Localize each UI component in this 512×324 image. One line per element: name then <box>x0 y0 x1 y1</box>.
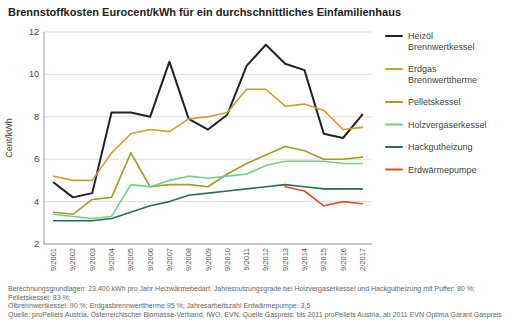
x-tick-label: 9/2008 <box>184 248 193 271</box>
x-tick-label: 2/2017 <box>358 248 367 271</box>
legend-label-line: Pelletskessel <box>408 97 461 107</box>
title: Brennstoffkosten Eurocent/kWh für ein du… <box>8 6 401 18</box>
legend-label: Pelletskessel <box>408 97 461 107</box>
x-tick-label: 9/2011 <box>242 248 251 270</box>
legend-label-line: Brennwerttherme <box>408 75 477 85</box>
x-tick-label: 9/2013 <box>281 248 290 271</box>
y-tick-label: 10 <box>29 69 39 79</box>
x-tick-label: 9/2004 <box>107 248 116 271</box>
footnote-line: Berechnungsgrundlagen: 23.400 kWh pro Ja… <box>8 285 475 293</box>
legend-label-line: Holzvergaserkessel <box>408 120 487 130</box>
series-line <box>54 161 363 218</box>
series-line <box>54 146 363 214</box>
y-axis-label: Cent/kWh <box>4 118 14 158</box>
legend-label-line: Erdgas <box>408 64 437 74</box>
legend-swatch <box>386 124 402 126</box>
legend-swatch <box>386 101 402 103</box>
x-tick-label: 9/2009 <box>204 248 213 271</box>
y-axis <box>44 32 45 244</box>
x-axis <box>44 244 372 245</box>
series-line <box>54 45 363 198</box>
x-tick-label: 9/2016 <box>339 248 348 271</box>
x-tick-label: 9/2001 <box>49 248 58 271</box>
legend-swatch <box>386 68 402 70</box>
legend-label: ErdgasBrennwerttherme <box>408 64 477 85</box>
series-line <box>285 187 362 206</box>
footnote: Quelle: proPellets Austria, Österreichis… <box>8 311 502 319</box>
legend-label: Erdwärmepumpe <box>408 165 477 175</box>
legend-label-line: Hackgutheizung <box>408 142 473 152</box>
legend-label: Holzvergaserkessel <box>408 120 487 130</box>
y-tick-label: 6 <box>34 154 39 164</box>
legend-label-line: Brennwertkessel <box>408 42 475 52</box>
footnote: Berechnungsgrundlagen: 23.400 kWh pro Ja… <box>8 285 475 301</box>
grid-line <box>44 201 372 202</box>
legend-swatch <box>386 169 402 171</box>
legend-swatch <box>386 35 402 37</box>
legend-label: Hackgutheizung <box>408 142 473 152</box>
x-tick-label: 9/2012 <box>261 248 270 271</box>
x-tick-label: 9/2006 <box>146 248 155 271</box>
legend-label: HeizölBrennwertkessel <box>408 31 475 52</box>
x-tick-label: 9/2010 <box>223 248 232 271</box>
footnote: Ölbrennwertkessel: 90 %; Erdgasbrennwert… <box>8 302 310 310</box>
y-tick-label: 2 <box>34 239 39 249</box>
x-tick-label: 9/2003 <box>88 248 97 271</box>
plot-area <box>54 45 363 221</box>
legend-label-line: Heizöl <box>408 31 433 41</box>
y-tick-label: 8 <box>34 112 39 122</box>
x-tick-label: 9/2005 <box>126 248 135 271</box>
legend-swatch <box>386 146 402 148</box>
grid-line <box>44 244 372 245</box>
y-tick-label: 12 <box>29 27 39 37</box>
grid-line <box>44 74 372 75</box>
footnote-line: Ölbrennwertkessel: 90 %; Erdgasbrennwert… <box>8 302 310 310</box>
series-line <box>54 185 363 221</box>
x-tick-label: 9/2002 <box>68 248 77 271</box>
footnote-line: Quelle: proPellets Austria, Österreichis… <box>8 311 502 319</box>
grid-line <box>44 32 372 33</box>
x-tick-label: 9/2014 <box>300 248 309 271</box>
series-line <box>54 89 363 180</box>
chart: Brennstoffkosten Eurocent/kWh für ein du… <box>0 0 512 324</box>
x-tick-label: 9/2015 <box>319 248 328 271</box>
x-tick-label: 9/2007 <box>165 248 174 271</box>
legend-label-line: Erdwärmepumpe <box>408 165 477 175</box>
footnote-line: Pelletskessel: 83 %; <box>8 294 71 301</box>
y-tick-label: 4 <box>34 197 39 207</box>
